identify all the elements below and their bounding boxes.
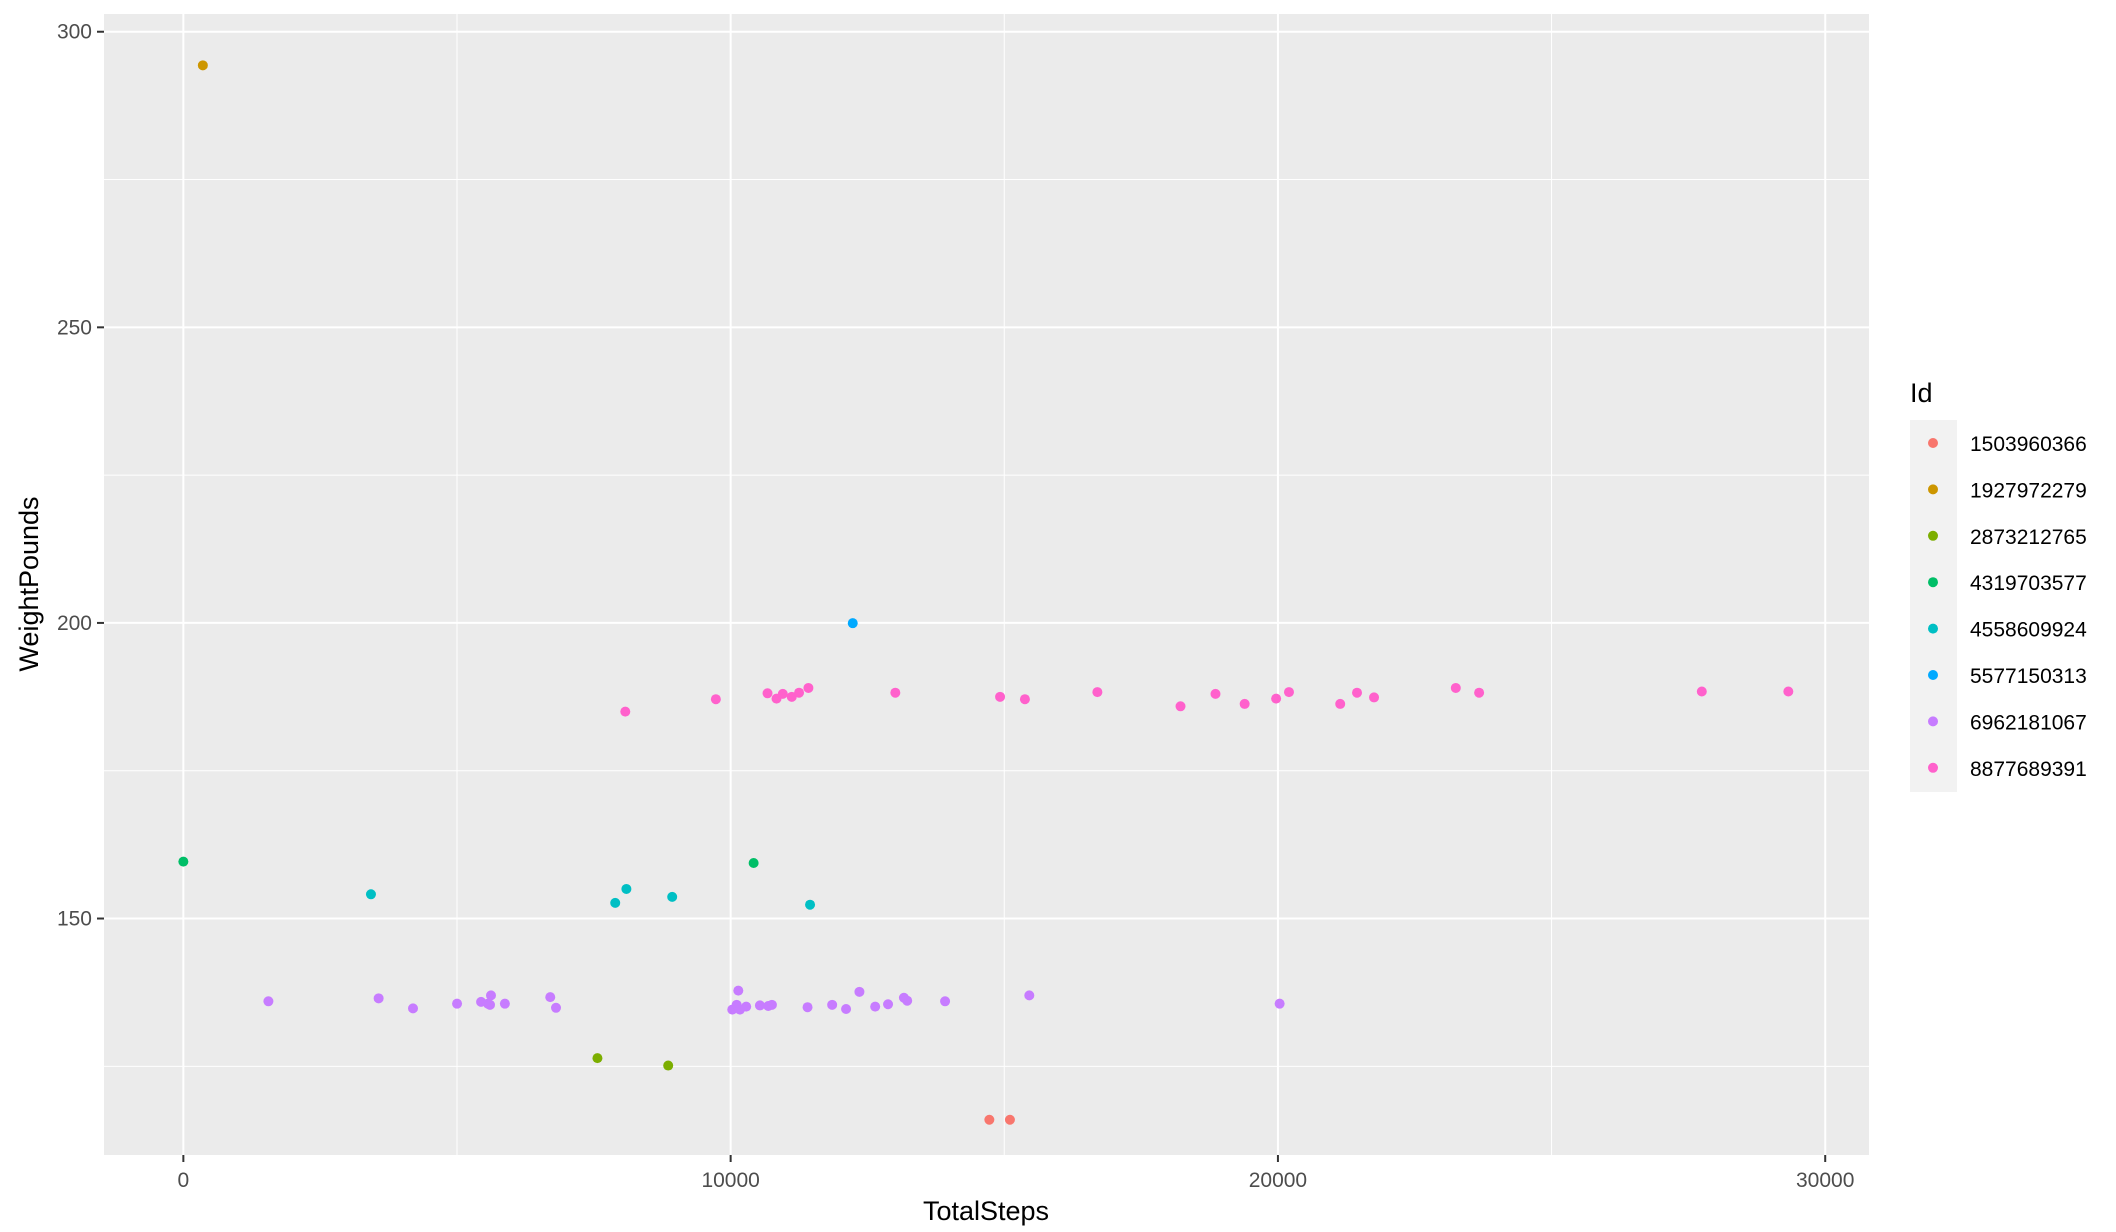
legend-label: 6962181067 (1970, 711, 2087, 734)
data-point (1474, 687, 1485, 698)
y-axis-title: WeightPounds (14, 496, 44, 671)
legend-title: Id (1910, 378, 1933, 408)
data-point (485, 990, 496, 1001)
data-point (786, 691, 797, 702)
data-point (766, 999, 777, 1010)
data-point (620, 706, 631, 717)
y-tick-label: 250 (57, 316, 92, 339)
data-point (1019, 694, 1030, 705)
data-point (754, 1000, 765, 1011)
data-point (883, 999, 894, 1010)
data-point (1352, 687, 1363, 698)
data-point (847, 618, 858, 629)
data-point (1450, 682, 1461, 693)
data-point (373, 993, 384, 1004)
data-point (1335, 698, 1346, 709)
data-point (710, 694, 721, 705)
data-point (485, 999, 496, 1010)
data-point (1004, 1114, 1015, 1125)
legend-key (1928, 762, 1938, 773)
data-point (263, 996, 274, 1007)
data-point (1274, 998, 1285, 1009)
data-point (940, 996, 951, 1007)
data-point (803, 682, 814, 693)
legend-label: 2873212765 (1970, 526, 2087, 549)
data-point (452, 998, 463, 1009)
data-point (870, 1001, 881, 1012)
data-point (805, 899, 816, 910)
data-point (1092, 687, 1103, 698)
y-tick-label: 300 (57, 21, 92, 44)
data-point (777, 688, 788, 699)
data-point (551, 1002, 562, 1013)
data-point (592, 1053, 603, 1064)
data-point (1369, 692, 1380, 703)
data-point (902, 995, 913, 1006)
legend-key (1928, 530, 1938, 541)
data-point (621, 883, 632, 894)
legend-label: 8877689391 (1970, 758, 2087, 781)
data-point (733, 985, 744, 996)
legend-key (1928, 577, 1938, 588)
data-point (1271, 693, 1282, 704)
legend-label: 1927972279 (1970, 479, 2087, 502)
data-point (610, 897, 621, 908)
data-point (890, 687, 901, 698)
data-point (1175, 701, 1186, 712)
data-point (995, 691, 1006, 702)
data-point (741, 1001, 752, 1012)
x-tick-label: 30000 (1796, 1169, 1854, 1192)
legend-key (1928, 438, 1938, 448)
legend-key (1928, 716, 1938, 727)
data-point (178, 856, 189, 867)
y-axis: 150 200 250 300 (57, 21, 104, 931)
data-point (663, 1060, 674, 1071)
data-point (197, 60, 208, 71)
data-point (545, 992, 556, 1003)
data-point (499, 998, 510, 1009)
data-point (841, 1003, 852, 1014)
data-point (748, 858, 759, 869)
data-point (1696, 686, 1707, 697)
legend-key (1928, 623, 1938, 634)
plot-panel (104, 14, 1869, 1155)
data-point (407, 1003, 418, 1014)
data-point (984, 1114, 995, 1125)
legend-key (1928, 484, 1938, 495)
legend-label: 1503960366 (1970, 433, 2087, 456)
data-point (365, 889, 376, 900)
data-point (827, 999, 838, 1010)
legend-key (1928, 670, 1938, 680)
y-tick-label: 150 (57, 908, 92, 931)
x-tick-label: 0 (178, 1169, 190, 1192)
data-point (1210, 688, 1221, 699)
data-point (802, 1002, 813, 1013)
x-tick-label: 20000 (1249, 1169, 1307, 1192)
data-point (762, 688, 773, 699)
data-points (178, 60, 1794, 1125)
legend-label: 5577150313 (1970, 665, 2087, 688)
legend-label: 4319703577 (1970, 572, 2087, 595)
legend-key-background (1910, 420, 1957, 792)
data-point (1783, 686, 1794, 697)
y-tick-label: 200 (57, 612, 92, 635)
data-point (1239, 698, 1250, 709)
x-axis: 0 10000 20000 30000 (178, 1155, 1854, 1192)
data-point (667, 891, 678, 902)
major-gridlines (104, 14, 1869, 1155)
x-axis-title: TotalSteps (923, 1196, 1049, 1226)
legend-label: 4558609924 (1970, 619, 2087, 642)
x-tick-label: 10000 (701, 1169, 759, 1192)
minor-gridlines (104, 14, 1869, 1155)
legend: Id 1503960366 1927972279 2873212765 4319703… (1910, 378, 2087, 792)
data-point (1283, 687, 1294, 698)
data-point (794, 687, 805, 698)
data-point (1024, 990, 1035, 1001)
data-point (854, 986, 865, 997)
